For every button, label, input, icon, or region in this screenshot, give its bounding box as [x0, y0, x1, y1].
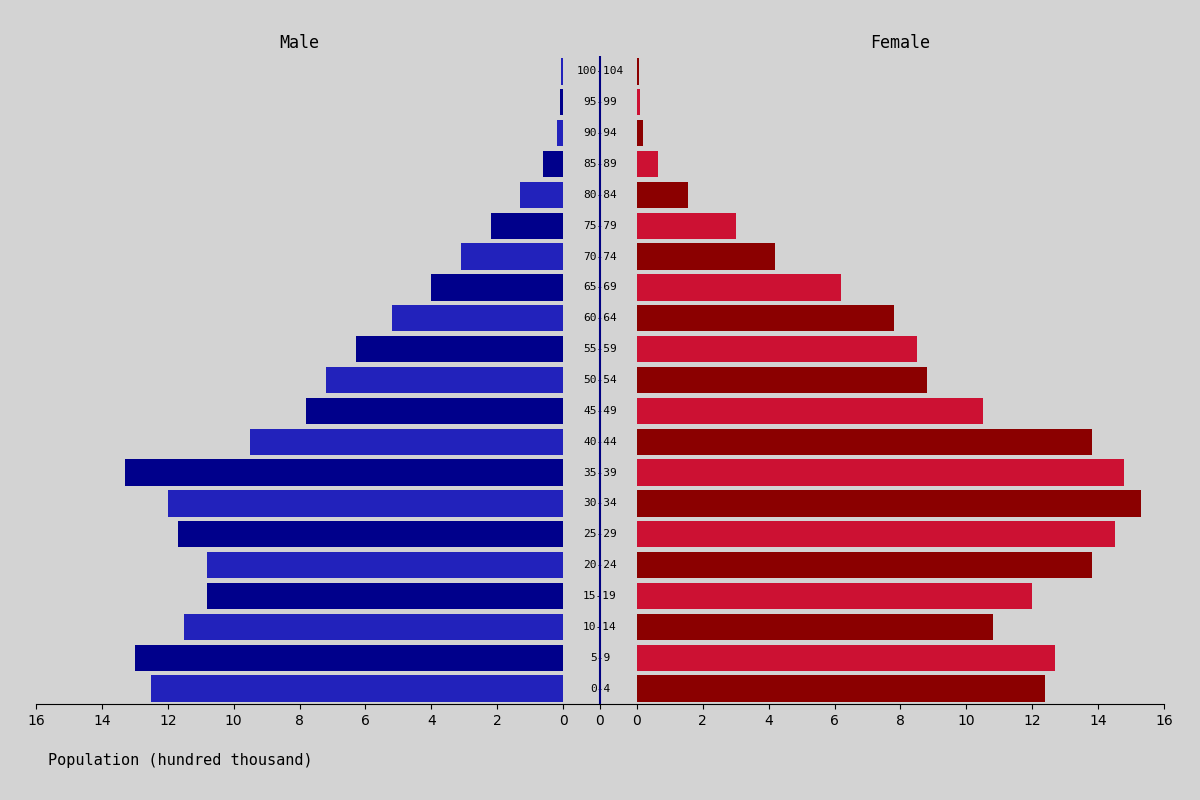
Bar	[637, 305, 894, 331]
Bar	[637, 583, 1032, 609]
Text: 35-39: 35-39	[583, 467, 617, 478]
Text: 65-69: 65-69	[583, 282, 617, 293]
Text: 45-49: 45-49	[583, 406, 617, 416]
Bar	[562, 58, 563, 85]
Text: 80-84: 80-84	[583, 190, 617, 200]
Bar	[208, 552, 563, 578]
Text: 15-19: 15-19	[583, 591, 617, 601]
Text: 75-79: 75-79	[583, 221, 617, 230]
Bar	[637, 182, 688, 208]
Text: 50-54: 50-54	[583, 375, 617, 385]
Bar	[208, 583, 563, 609]
Text: 0-4: 0-4	[590, 683, 610, 694]
Text: 60-64: 60-64	[583, 314, 617, 323]
Bar	[637, 58, 638, 85]
Bar	[491, 213, 563, 239]
Bar	[637, 243, 775, 270]
Bar	[637, 336, 917, 362]
Bar	[326, 367, 563, 393]
Bar	[637, 490, 1141, 517]
Bar	[637, 645, 1055, 671]
Bar	[637, 552, 1092, 578]
Bar	[637, 151, 659, 177]
Bar	[306, 398, 563, 424]
Bar	[637, 274, 841, 301]
Bar	[637, 367, 926, 393]
Text: 10-14: 10-14	[583, 622, 617, 632]
Bar	[637, 521, 1115, 547]
Bar	[544, 151, 563, 177]
Bar	[637, 675, 1045, 702]
Text: 55-59: 55-59	[583, 344, 617, 354]
Text: 5-9: 5-9	[590, 653, 610, 662]
Text: 70-74: 70-74	[583, 251, 617, 262]
Bar	[637, 120, 643, 146]
Bar	[521, 182, 563, 208]
Title: Male: Male	[280, 34, 319, 52]
Bar	[560, 89, 563, 115]
Title: Female: Female	[870, 34, 930, 52]
Bar	[151, 675, 563, 702]
Bar	[355, 336, 563, 362]
Bar	[431, 274, 563, 301]
Text: 30-34: 30-34	[583, 498, 617, 509]
Bar	[185, 614, 563, 640]
Text: 40-44: 40-44	[583, 437, 617, 446]
Bar	[637, 459, 1124, 486]
Text: 85-89: 85-89	[583, 159, 617, 169]
Bar	[391, 305, 563, 331]
Text: 20-24: 20-24	[583, 560, 617, 570]
Bar	[461, 243, 563, 270]
Text: 95-99: 95-99	[583, 98, 617, 107]
Bar	[125, 459, 563, 486]
Bar	[134, 645, 563, 671]
Bar	[178, 521, 563, 547]
Bar	[637, 213, 736, 239]
Bar	[637, 89, 640, 115]
Bar	[637, 614, 992, 640]
Bar	[637, 429, 1092, 455]
Text: 100-104: 100-104	[576, 66, 624, 77]
Text: 90-94: 90-94	[583, 128, 617, 138]
Text: 25-29: 25-29	[583, 530, 617, 539]
Bar	[637, 398, 983, 424]
Bar	[250, 429, 563, 455]
Bar	[168, 490, 563, 517]
Text: Population (hundred thousand): Population (hundred thousand)	[48, 753, 313, 768]
Bar	[557, 120, 563, 146]
